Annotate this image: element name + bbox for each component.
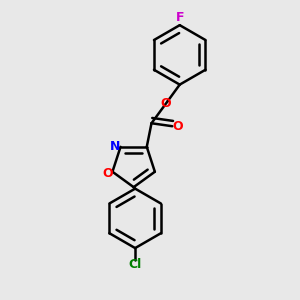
Text: O: O <box>160 97 171 110</box>
Text: O: O <box>172 120 183 133</box>
Text: N: N <box>110 140 120 153</box>
Text: Cl: Cl <box>128 258 142 271</box>
Text: F: F <box>176 11 184 24</box>
Text: O: O <box>103 167 113 180</box>
